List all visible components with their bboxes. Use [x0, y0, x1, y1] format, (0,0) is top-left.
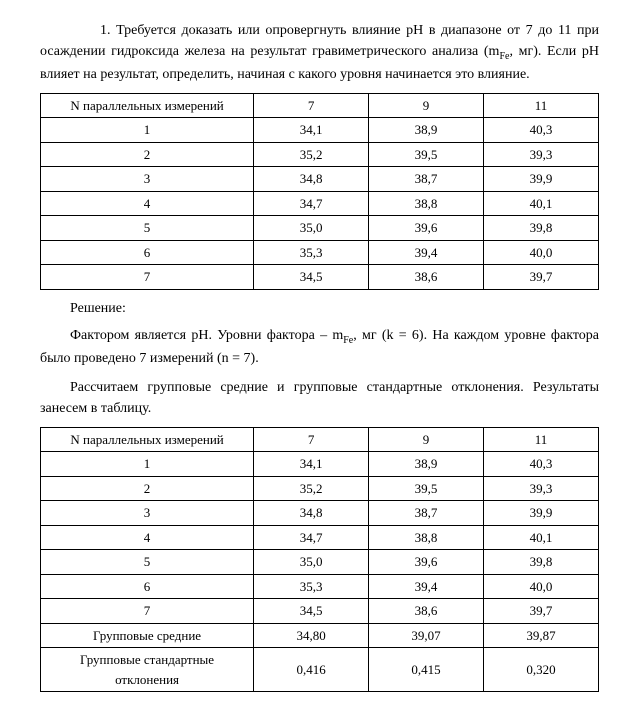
- data-cell: 40,0: [484, 574, 599, 599]
- data-cell: 34,8: [254, 167, 369, 192]
- table-row: N параллельных измерений 7 9 11: [41, 427, 599, 452]
- header-ph: 11: [484, 93, 599, 118]
- header-label: N параллельных измерений: [41, 93, 254, 118]
- data-cell: 34,1: [254, 118, 369, 143]
- data-cell: 35,0: [254, 216, 369, 241]
- mean-value: 34,80: [254, 623, 369, 648]
- std-value: 0,416: [254, 648, 369, 692]
- row-num: 1: [41, 452, 254, 477]
- data-cell: 40,1: [484, 525, 599, 550]
- data-cell: 34,8: [254, 501, 369, 526]
- row-num: 5: [41, 216, 254, 241]
- data-cell: 38,6: [369, 599, 484, 624]
- data-cell: 34,1: [254, 452, 369, 477]
- data-cell: 38,7: [369, 167, 484, 192]
- std-value: 0,320: [484, 648, 599, 692]
- data-cell: 39,5: [369, 142, 484, 167]
- row-num: 4: [41, 191, 254, 216]
- table-row: 1 34,1 38,9 40,3: [41, 452, 599, 477]
- data-cell: 39,5: [369, 476, 484, 501]
- data-cell: 38,9: [369, 118, 484, 143]
- row-num: 5: [41, 550, 254, 575]
- mean-label: Групповые средние: [41, 623, 254, 648]
- data-cell: 39,7: [484, 265, 599, 290]
- table-row: 2 35,2 39,5 39,3: [41, 476, 599, 501]
- para2-text-1: Фактором является pH. Уровни фактора – m: [70, 328, 343, 343]
- header-ph: 11: [484, 427, 599, 452]
- data-cell: 39,4: [369, 240, 484, 265]
- data-cell: 38,8: [369, 191, 484, 216]
- data-cell: 35,3: [254, 574, 369, 599]
- data-cell: 39,8: [484, 550, 599, 575]
- table-row: 5 35,0 39,6 39,8: [41, 550, 599, 575]
- data-table-1: N параллельных измерений 7 9 11 1 34,1 3…: [40, 93, 599, 290]
- data-cell: 39,3: [484, 476, 599, 501]
- data-cell: 38,7: [369, 501, 484, 526]
- table-row: 3 34,8 38,7 39,9: [41, 167, 599, 192]
- data-cell: 40,3: [484, 118, 599, 143]
- data-cell: 39,7: [484, 599, 599, 624]
- row-num: 3: [41, 501, 254, 526]
- data-cell: 34,5: [254, 265, 369, 290]
- data-cell: 34,5: [254, 599, 369, 624]
- table-row: N параллельных измерений 7 9 11: [41, 93, 599, 118]
- header-ph: 7: [254, 93, 369, 118]
- row-num: 1: [41, 118, 254, 143]
- mean-value: 39,87: [484, 623, 599, 648]
- table-row: 4 34,7 38,8 40,1: [41, 191, 599, 216]
- data-cell: 39,8: [484, 216, 599, 241]
- std-label: Групповые стандартные отклонения: [41, 648, 254, 692]
- header-ph: 9: [369, 93, 484, 118]
- data-cell: 38,6: [369, 265, 484, 290]
- table-row: 6 35,3 39,4 40,0: [41, 240, 599, 265]
- data-cell: 39,9: [484, 167, 599, 192]
- data-cell: 34,7: [254, 191, 369, 216]
- table-row: 4 34,7 38,8 40,1: [41, 525, 599, 550]
- row-num: 6: [41, 240, 254, 265]
- row-num: 7: [41, 265, 254, 290]
- header-ph: 9: [369, 427, 484, 452]
- data-table-2: N параллельных измерений 7 9 11 1 34,1 3…: [40, 427, 599, 693]
- row-num: 2: [41, 476, 254, 501]
- table-row: 3 34,8 38,7 39,9: [41, 501, 599, 526]
- data-cell: 38,9: [369, 452, 484, 477]
- data-cell: 39,4: [369, 574, 484, 599]
- data-cell: 39,3: [484, 142, 599, 167]
- fe-subscript: Fe: [343, 335, 353, 346]
- table-row: Групповые средние 34,80 39,07 39,87: [41, 623, 599, 648]
- data-cell: 35,2: [254, 476, 369, 501]
- data-cell: 39,6: [369, 550, 484, 575]
- table-row: 5 35,0 39,6 39,8: [41, 216, 599, 241]
- problem-statement: 1. Требуется доказать или опровергнуть в…: [40, 20, 599, 85]
- data-cell: 40,0: [484, 240, 599, 265]
- row-num: 4: [41, 525, 254, 550]
- row-num: 7: [41, 599, 254, 624]
- data-cell: 35,0: [254, 550, 369, 575]
- row-num: 3: [41, 167, 254, 192]
- solution-label: Решение:: [40, 298, 599, 319]
- table-row: 6 35,3 39,4 40,0: [41, 574, 599, 599]
- data-cell: 34,7: [254, 525, 369, 550]
- std-value: 0,415: [369, 648, 484, 692]
- data-cell: 40,3: [484, 452, 599, 477]
- table-row: Групповые стандартные отклонения 0,416 0…: [41, 648, 599, 692]
- table-row: 7 34,5 38,6 39,7: [41, 599, 599, 624]
- data-cell: 40,1: [484, 191, 599, 216]
- row-num: 6: [41, 574, 254, 599]
- data-cell: 38,8: [369, 525, 484, 550]
- data-cell: 39,9: [484, 501, 599, 526]
- row-num: 2: [41, 142, 254, 167]
- data-cell: 39,6: [369, 216, 484, 241]
- calc-paragraph: Рассчитаем групповые средние и групповые…: [40, 377, 599, 419]
- mean-value: 39,07: [369, 623, 484, 648]
- table-row: 7 34,5 38,6 39,7: [41, 265, 599, 290]
- factor-paragraph: Фактором является pH. Уровни фактора – m…: [40, 325, 599, 369]
- table-row: 2 35,2 39,5 39,3: [41, 142, 599, 167]
- fe-subscript: Fe: [499, 51, 509, 62]
- table-row: 1 34,1 38,9 40,3: [41, 118, 599, 143]
- header-label: N параллельных измерений: [41, 427, 254, 452]
- header-ph: 7: [254, 427, 369, 452]
- data-cell: 35,2: [254, 142, 369, 167]
- data-cell: 35,3: [254, 240, 369, 265]
